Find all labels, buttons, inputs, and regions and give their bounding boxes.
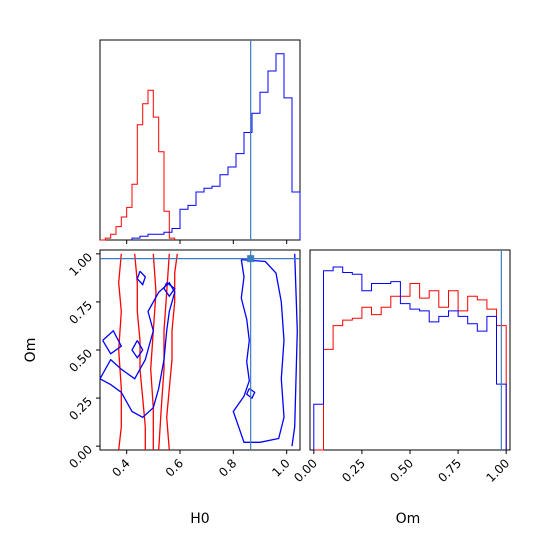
contour-blue-6: [245, 387, 256, 400]
h0-om-contour-panel: 0.4 0.6 0.8 1.0 0.00 0.25 0.50 0.75 1.00: [66, 249, 301, 480]
om-y-tick-label: 0.50: [66, 346, 95, 375]
om-histogram-red: [313, 283, 507, 451]
om-y-tick-label: 1.00: [66, 250, 95, 279]
h0-histogram-blue: [131, 53, 301, 240]
h0-tick-label: 0.4: [109, 456, 132, 479]
om-y-tick-label: 0.00: [66, 442, 95, 471]
om-x-tick-label: 0.25: [339, 456, 368, 485]
om-x-tick-label: 0.75: [435, 456, 464, 485]
h0-histogram-panel: [99, 39, 301, 244]
om-histogram-blue: [313, 266, 507, 450]
contour-blue-5: [163, 282, 176, 298]
h0-tick-label: 0.6: [163, 456, 186, 479]
om-histogram-frame: [309, 249, 511, 451]
om-histogram-panel: 0.00 0.25 0.50 0.75 1.00: [291, 249, 512, 485]
contour-blue-7: [291, 253, 298, 447]
contour-red-2: [150, 253, 157, 450]
y-axis-label-om: Om: [23, 338, 39, 363]
h0-om-contour-frame: [99, 249, 301, 451]
h0-histogram-frame: [99, 39, 301, 241]
h0-tick-label: 1.0: [269, 456, 292, 479]
om-y-tick-label: 0.75: [66, 298, 95, 327]
contour-blue-2: [102, 329, 123, 355]
h0-tick-label: 0.8: [216, 456, 239, 479]
om-x-tick-label: 1.00: [483, 456, 512, 485]
h0-histogram-red: [100, 89, 176, 241]
contour-red-1: [166, 253, 178, 450]
contour-blue-0: [100, 281, 176, 419]
truth-marker: [247, 255, 255, 263]
x-axis-label-om: Om: [396, 511, 421, 527]
om-x-tick-label: 0.50: [387, 456, 416, 485]
om-x-tick-label: 0.00: [291, 456, 320, 485]
contour-blue-3: [131, 340, 144, 359]
contour-red-3: [158, 253, 170, 450]
x-axis-label-h0: H0: [190, 511, 209, 527]
contour-blue-1: [232, 258, 285, 443]
contour-blue-4: [136, 270, 147, 286]
contour-red-4: [118, 253, 122, 450]
om-y-tick-label: 0.25: [66, 394, 95, 423]
